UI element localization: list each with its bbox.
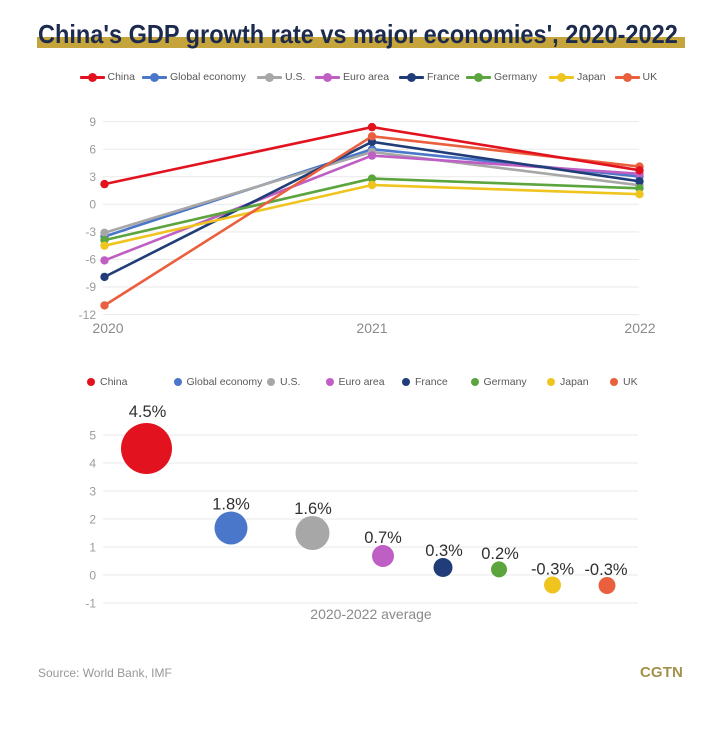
svg-text:1.8%: 1.8% [212,496,250,514]
svg-text:2: 2 [89,513,96,527]
svg-text:2020: 2020 [92,320,123,336]
svg-text:-0.3%: -0.3% [584,561,627,579]
svg-text:3: 3 [89,485,96,499]
svg-text:4: 4 [89,457,96,471]
svg-text:0.2%: 0.2% [481,545,519,563]
svg-text:2022: 2022 [624,320,655,336]
svg-text:0: 0 [89,198,96,212]
svg-text:2020-2022 average: 2020-2022 average [310,606,432,622]
svg-text:3: 3 [89,170,96,184]
svg-text:0.3%: 0.3% [425,542,463,560]
svg-text:4.5%: 4.5% [129,403,167,421]
svg-text:-6: -6 [85,253,96,267]
svg-text:1.6%: 1.6% [294,500,332,518]
svg-text:0: 0 [89,569,96,583]
svg-text:6: 6 [89,143,96,157]
svg-text:-12: -12 [79,308,97,322]
svg-text:1: 1 [89,541,96,555]
svg-text:0.7%: 0.7% [364,529,402,547]
svg-text:-3: -3 [85,225,96,239]
svg-text:-1: -1 [85,597,96,611]
svg-text:9: 9 [89,115,96,129]
svg-text:-9: -9 [85,280,96,294]
svg-text:2021: 2021 [356,320,387,336]
svg-text:-0.3%: -0.3% [531,561,574,579]
svg-text:5: 5 [89,429,96,443]
